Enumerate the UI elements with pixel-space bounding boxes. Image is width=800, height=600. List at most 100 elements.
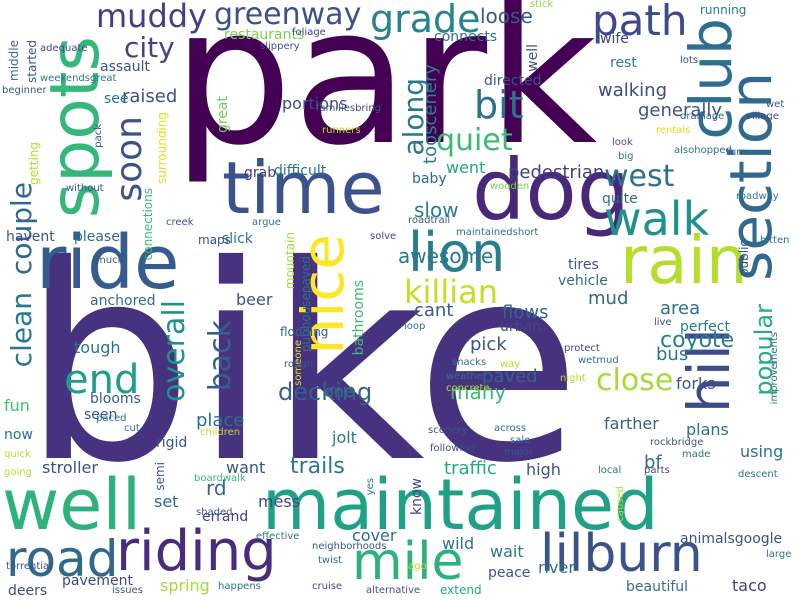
cloud-word: area <box>660 298 701 319</box>
cloud-word: cant <box>414 300 454 321</box>
cloud-word: shaded <box>196 507 233 518</box>
cloud-word: maintained <box>262 464 659 546</box>
cloud-word: happens <box>218 581 261 592</box>
cloud-word: cover <box>352 526 397 545</box>
cloud-word: greenway <box>214 0 362 32</box>
cloud-word: urban <box>500 319 541 335</box>
cloud-word: bike <box>22 207 582 522</box>
cloud-word: tires <box>568 257 599 273</box>
cloud-word: stroller <box>42 458 98 477</box>
cloud-word: boardwalk <box>194 473 246 484</box>
cloud-word: path <box>592 0 688 45</box>
cloud-word: sale <box>510 435 531 446</box>
cloud-word: weekendsgreat <box>40 73 117 84</box>
cloud-word: concrete <box>446 383 490 394</box>
cloud-word: flows <box>502 302 549 323</box>
cloud-word: maps <box>198 233 231 247</box>
cloud-word: walk <box>604 192 710 246</box>
cloud-word: beer <box>236 290 273 309</box>
cloud-word: much <box>96 255 124 266</box>
cloud-word: clean <box>5 292 38 368</box>
cloud-word: now <box>4 427 33 443</box>
cloud-word: awesome <box>398 244 494 268</box>
cloud-word: creek <box>166 217 194 228</box>
cloud-word: deers <box>8 583 48 599</box>
cloud-word: wife <box>600 31 629 47</box>
cloud-word: roadtrail <box>408 215 451 226</box>
cloud-word: bf <box>644 452 662 473</box>
cloud-word: maintainedshort <box>456 227 539 238</box>
cloud-word: public <box>737 240 751 277</box>
cloud-word: turn <box>726 147 747 158</box>
cloud-word: peace <box>488 565 531 581</box>
cloud-word: tough <box>74 338 121 357</box>
cloud-word: bus <box>656 344 689 365</box>
cloud-word: wetmud <box>578 355 619 366</box>
cloud-word: big <box>618 151 634 162</box>
cloud-word: scenery <box>428 425 468 436</box>
cloud-word: many <box>450 380 507 404</box>
cloud-word: surrounding <box>155 112 169 184</box>
cloud-word: yes <box>365 478 376 496</box>
cloud-word: forks <box>676 374 716 393</box>
cloud-word: alsohopped <box>674 145 732 156</box>
cloud-word: pavement <box>62 573 133 589</box>
cloud-word: large <box>766 549 792 560</box>
cloud-word: protect <box>564 343 600 354</box>
cloud-word: park <box>172 0 598 187</box>
cloud-word: bit <box>474 83 524 127</box>
cloud-word: pack <box>93 124 104 148</box>
cloud-word: muddy <box>96 0 208 35</box>
cloud-word: major <box>504 447 533 458</box>
cloud-word: way <box>500 359 521 370</box>
cloud-word: cruise <box>312 581 343 592</box>
cloud-word: stick <box>530 0 554 10</box>
cloud-word: solve <box>370 231 397 242</box>
cloud-word: walking <box>598 80 668 101</box>
cloud-word: descent <box>738 469 778 480</box>
cloud-word: beautiful <box>626 579 689 595</box>
cloud-word: rd <box>206 476 227 500</box>
cloud-word: raised <box>122 86 178 107</box>
cloud-word: anchored <box>90 293 156 309</box>
cloud-word: weather <box>446 371 487 382</box>
cloud-word: ago <box>408 561 427 572</box>
cloud-word: rough <box>284 359 314 370</box>
cloud-word: local <box>598 465 622 476</box>
cloud-word: roadway <box>736 191 779 202</box>
cloud-word: parts <box>644 465 670 476</box>
cloud-word: farther <box>604 414 659 433</box>
cloud-word: wild <box>442 534 475 553</box>
cloud-word: familiesbring <box>316 103 382 114</box>
cloud-word: quite <box>602 191 638 207</box>
cloud-word: following <box>430 443 475 454</box>
cloud-word: beginner <box>2 85 47 96</box>
cloud-word: spring <box>160 576 210 595</box>
cloud-word: pick <box>470 334 507 355</box>
cloud-word: west <box>604 159 675 194</box>
cloud-word: assault <box>100 59 150 75</box>
cloud-word: across <box>494 423 527 434</box>
cloud-word: slippery <box>260 41 300 52</box>
cloud-word: flooding <box>280 325 329 339</box>
cloud-word: drainage <box>680 111 725 122</box>
cloud-word: jolt <box>332 428 357 447</box>
cloud-word: blooms <box>90 391 141 407</box>
cloud-word: portions <box>282 94 348 113</box>
cloud-word: well <box>525 44 541 72</box>
cloud-word: high <box>526 460 561 479</box>
cloud-word: runners <box>322 125 361 136</box>
cloud-word: rockbridge <box>650 437 704 448</box>
cloud-word: loose <box>480 4 533 28</box>
cloud-word: rigid <box>156 435 188 451</box>
cloud-word: lots <box>680 55 699 66</box>
cloud-word: see <box>104 91 129 107</box>
cloud-word: animalsgoogle <box>680 531 783 547</box>
cloud-word: baby <box>412 171 447 187</box>
cloud-word: rentals <box>656 125 691 136</box>
cloud-word: dog <box>472 141 631 239</box>
cloud-word: well <box>2 464 142 546</box>
cloud-word: lilburn <box>540 524 703 584</box>
cloud-word: snacks <box>452 357 487 368</box>
